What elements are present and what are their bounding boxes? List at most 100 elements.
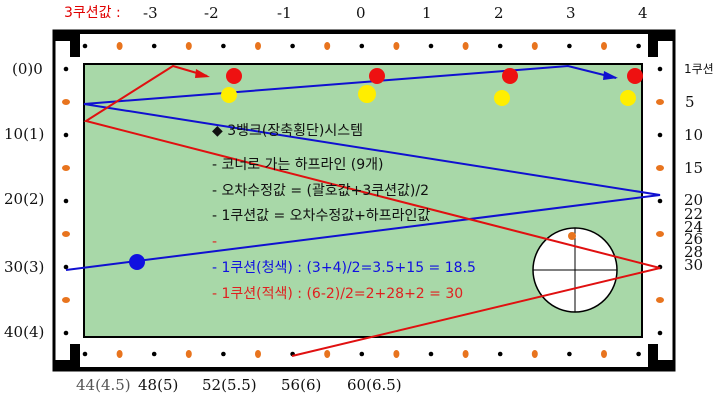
rail-diamond — [656, 231, 664, 237]
rail-dot — [657, 66, 663, 72]
right-diamond-label: 5 — [685, 93, 695, 111]
yellow-ball-1 — [221, 87, 237, 103]
bottom-diamond-label: 44(4.5) — [76, 376, 131, 394]
rail-diamond — [601, 42, 607, 50]
rail-diamond — [255, 42, 261, 50]
right-diamond-label: 28 — [684, 243, 704, 261]
rail-dot — [63, 264, 69, 270]
rail-diamond — [324, 350, 331, 358]
rail-diamond — [393, 42, 400, 50]
rail-diamond — [656, 165, 664, 171]
rail-diamond — [393, 350, 400, 358]
cushion-value-title: 3쿠션값 : — [64, 5, 121, 21]
rail-diamond — [62, 165, 70, 171]
top-value-label: 4 — [638, 4, 648, 22]
left-diamond-label: (0)0 — [12, 60, 43, 78]
rail-dot — [82, 43, 88, 49]
rail-dot — [151, 43, 157, 49]
legend-title: ◆ 3뱅크(장축횡단)시스템 — [212, 124, 363, 138]
left-diamond-label: 20(2) — [4, 190, 45, 208]
blue-cue-ball — [129, 254, 145, 270]
pocket-bottom-right — [648, 344, 674, 370]
rail-diamond — [656, 297, 664, 303]
yellow-ball-3 — [494, 90, 510, 106]
pocket-top-left — [54, 31, 80, 57]
blue-path-arrowhead — [603, 71, 618, 80]
rail-diamond — [185, 350, 192, 358]
rail-diamond — [531, 350, 538, 358]
pocket-bottom-left — [54, 344, 80, 370]
rail-dot — [63, 198, 69, 204]
rail-dot — [82, 351, 88, 357]
rail-dot — [63, 330, 69, 336]
rail-diamond — [62, 297, 70, 303]
legend-line: - 오차수정값 = (괄호값+3쿠션값)/2 — [212, 183, 429, 199]
rail-diamond — [62, 99, 70, 105]
rail-dot — [359, 351, 365, 357]
rail-diamond — [462, 42, 469, 50]
red-ball-3 — [502, 68, 518, 84]
right-diamond-label: 26 — [684, 230, 704, 248]
right-first-cushion-title: 1쿠션 — [684, 62, 714, 76]
rail-dot — [63, 66, 69, 72]
cue-contact-point — [568, 232, 576, 240]
rail-diamond — [116, 350, 123, 358]
cue-aim-circle — [532, 227, 618, 313]
legend-line: - — [212, 234, 218, 250]
legend-title-text: 3뱅크(장축횡단)시스템 — [227, 123, 363, 139]
rail-dot — [567, 43, 572, 49]
top-value-label: 0 — [356, 4, 366, 22]
red-path-arrowhead — [195, 69, 210, 78]
rail-diamond — [62, 231, 70, 237]
red-ball-4 — [627, 68, 643, 84]
rail-dot — [221, 351, 226, 357]
top-cushion-bar — [80, 31, 648, 34]
right-diamond-label: 22 — [684, 205, 704, 223]
red-ball-1 — [226, 68, 242, 84]
rail-dot — [567, 351, 572, 357]
red-ball-path — [83, 64, 661, 357]
rail-diamond — [601, 350, 607, 358]
bottom-cushion-bar — [80, 367, 648, 370]
rail-dot — [359, 43, 365, 49]
top-value-label: -2 — [204, 4, 219, 22]
rail-dot — [428, 351, 434, 357]
right-diamond-label: 20 — [684, 191, 704, 209]
rail-dot — [497, 351, 503, 357]
rail-dot — [657, 198, 663, 204]
red-ball-2 — [369, 68, 385, 84]
rail-dot — [221, 43, 226, 49]
rail-dot — [428, 43, 434, 49]
bottom-diamond-label: 56(6) — [281, 376, 322, 394]
rail-dot — [657, 132, 663, 138]
right-diamond-label: 15 — [684, 159, 704, 177]
rail-dot — [657, 330, 663, 336]
rail-diamonds — [62, 42, 664, 358]
bottom-diamond-label: 60(6.5) — [347, 376, 402, 394]
top-value-label: -3 — [143, 4, 158, 22]
rail-diamond — [656, 99, 664, 105]
legend-line-red: - 1쿠션(적색) : (6-2)/2=2+28+2 = 30 — [212, 286, 464, 302]
blue-ball-path — [65, 64, 661, 271]
rail-dot — [63, 132, 69, 138]
bottom-diamond-label: 48(5) — [138, 376, 179, 394]
rail-dot — [497, 43, 503, 49]
rail-diamond — [116, 42, 123, 50]
left-diamond-label: 10(1) — [4, 125, 45, 143]
yellow-ball-2 — [358, 85, 376, 103]
bottom-diamond-label: 52(5.5) — [202, 376, 257, 394]
rail-diamond — [185, 42, 192, 50]
diamond-bullet-icon: ◆ — [212, 123, 228, 139]
legend-line: - 코너로 가는 하프라인 (9개) — [212, 157, 384, 173]
right-diamond-label: 30 — [684, 256, 704, 274]
right-diamond-label: 24 — [684, 218, 704, 236]
left-diamond-label: 30(3) — [4, 258, 45, 276]
rail-diamond — [531, 42, 538, 50]
rail-diamond — [462, 350, 469, 358]
rail-dot — [151, 351, 157, 357]
rail-dot — [290, 43, 295, 49]
legend-line-blue: - 1쿠션(청색) : (3+4)/2=3.5+15 = 18.5 — [212, 260, 476, 276]
left-diamond-label: 40(4) — [4, 323, 45, 341]
rail-dot — [636, 43, 641, 49]
